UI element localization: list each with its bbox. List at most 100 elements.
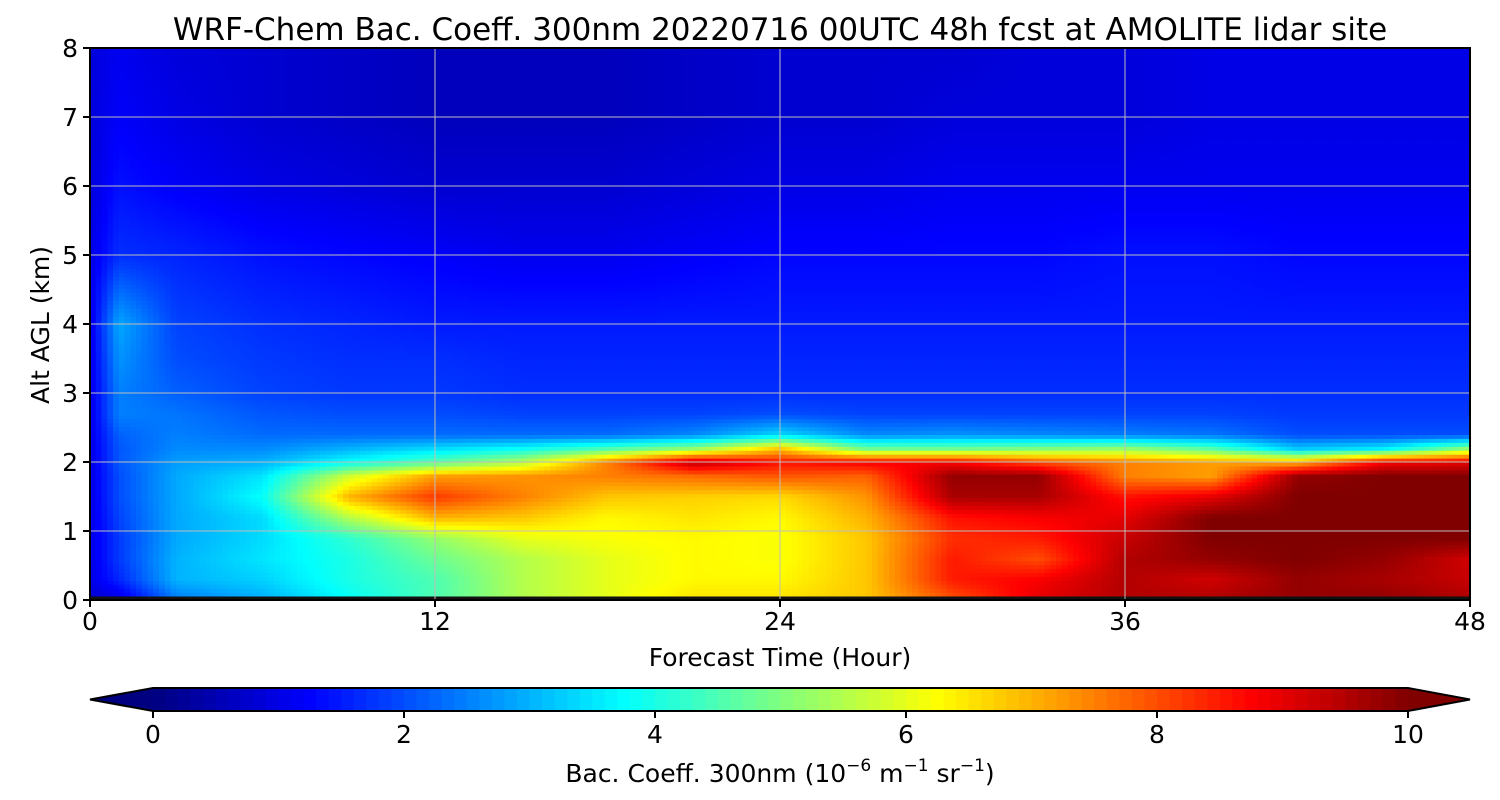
- heatmap-cell: [113, 83, 119, 88]
- heatmap-cell: [96, 265, 102, 270]
- heatmap-cell: [274, 486, 280, 491]
- heatmap-cell: [245, 438, 251, 443]
- heatmap-cell: [102, 553, 108, 558]
- heatmap-cell: [263, 304, 269, 309]
- heatmap-cell: [188, 371, 194, 376]
- heatmap-cell: [96, 296, 102, 301]
- heatmap-cell: [136, 151, 142, 156]
- heatmap-cell: [205, 261, 211, 266]
- heatmap-cell: [286, 490, 292, 495]
- heatmap-cell: [159, 375, 165, 380]
- heatmap-cell: [257, 332, 263, 337]
- heatmap-cell: [234, 103, 240, 108]
- heatmap-cell: [153, 147, 159, 152]
- heatmap-cell: [119, 363, 125, 368]
- heatmap-cell: [211, 379, 217, 384]
- heatmap-cell: [125, 580, 131, 585]
- heatmap-cell: [165, 95, 171, 100]
- heatmap-cell: [217, 356, 223, 361]
- heatmap-cell: [234, 427, 240, 432]
- heatmap-cell: [251, 198, 257, 203]
- heatmap-cell: [268, 328, 274, 333]
- heatmap-cell: [280, 533, 286, 538]
- heatmap-cell: [119, 269, 125, 274]
- heatmap-cell: [240, 151, 246, 156]
- heatmap-cell: [113, 273, 119, 278]
- heatmap-cell: [136, 407, 142, 412]
- heatmap-cell: [234, 568, 240, 573]
- heatmap-cell: [251, 261, 257, 266]
- heatmap-cell: [165, 525, 171, 530]
- heatmap-cell: [217, 352, 223, 357]
- heatmap-cell: [240, 383, 246, 388]
- heatmap-cell: [205, 423, 211, 428]
- heatmap-cell: [263, 359, 269, 364]
- heatmap-cell: [107, 273, 113, 278]
- heatmap-cell: [211, 241, 217, 246]
- heatmap-cell: [234, 545, 240, 550]
- heatmap-cell: [217, 336, 223, 341]
- heatmap-cell: [211, 572, 217, 577]
- heatmap-cell: [286, 296, 292, 301]
- heatmap-cell: [228, 580, 234, 585]
- heatmap-cell: [113, 87, 119, 92]
- heatmap-cell: [176, 533, 182, 538]
- heatmap-cell: [194, 119, 200, 124]
- heatmap-cell: [125, 434, 131, 439]
- heatmap-cell: [188, 395, 194, 400]
- heatmap-cell: [263, 442, 269, 447]
- heatmap-cell: [211, 565, 217, 570]
- heatmap-cell: [142, 423, 148, 428]
- heatmap-cell: [251, 324, 257, 329]
- heatmap-cell: [251, 265, 257, 270]
- heatmap-cell: [217, 206, 223, 211]
- heatmap-cell: [125, 225, 131, 230]
- heatmap-cell: [280, 545, 286, 550]
- heatmap-cell: [119, 474, 125, 479]
- heatmap-cell: [234, 316, 240, 321]
- heatmap-cell: [130, 56, 136, 61]
- heatmap-cell: [268, 419, 274, 424]
- heatmap-cell: [130, 87, 136, 92]
- heatmap-cell: [171, 328, 177, 333]
- heatmap-cell: [228, 277, 234, 282]
- heatmap-cell: [148, 450, 154, 455]
- heatmap-cell: [102, 95, 108, 100]
- heatmap-cell: [245, 186, 251, 191]
- heatmap-cell: [234, 261, 240, 266]
- heatmap-cell: [222, 371, 228, 376]
- heatmap-cell: [148, 194, 154, 199]
- heatmap-cell: [148, 509, 154, 514]
- heatmap-cell: [176, 379, 182, 384]
- heatmap-cell: [102, 107, 108, 112]
- heatmap-cell: [148, 151, 154, 156]
- heatmap-cell: [234, 147, 240, 152]
- heatmap-cell: [234, 356, 240, 361]
- heatmap-cell: [291, 324, 297, 329]
- heatmap-cell: [280, 371, 286, 376]
- heatmap-cell: [222, 241, 228, 246]
- heatmap-cell: [274, 419, 280, 424]
- heatmap-cell: [176, 438, 182, 443]
- heatmap-cell: [205, 470, 211, 475]
- heatmap-cell: [199, 174, 205, 179]
- heatmap-cell: [257, 56, 263, 61]
- heatmap-cell: [102, 218, 108, 223]
- heatmap-cell: [205, 147, 211, 152]
- heatmap-cell: [268, 576, 274, 581]
- heatmap-cell: [205, 127, 211, 132]
- heatmap-cell: [148, 162, 154, 167]
- heatmap-cell: [136, 553, 142, 558]
- heatmap-cell: [182, 312, 188, 317]
- heatmap-cell: [148, 482, 154, 487]
- heatmap-cell: [217, 277, 223, 282]
- heatmap-cell: [291, 265, 297, 270]
- heatmap-cell: [280, 497, 286, 502]
- heatmap-cell: [113, 565, 119, 570]
- heatmap-cell: [96, 553, 102, 558]
- heatmap-cell: [113, 127, 119, 132]
- heatmap-cell: [205, 379, 211, 384]
- heatmap-cell: [159, 407, 165, 412]
- heatmap-cell: [228, 257, 234, 262]
- heatmap-cell: [188, 174, 194, 179]
